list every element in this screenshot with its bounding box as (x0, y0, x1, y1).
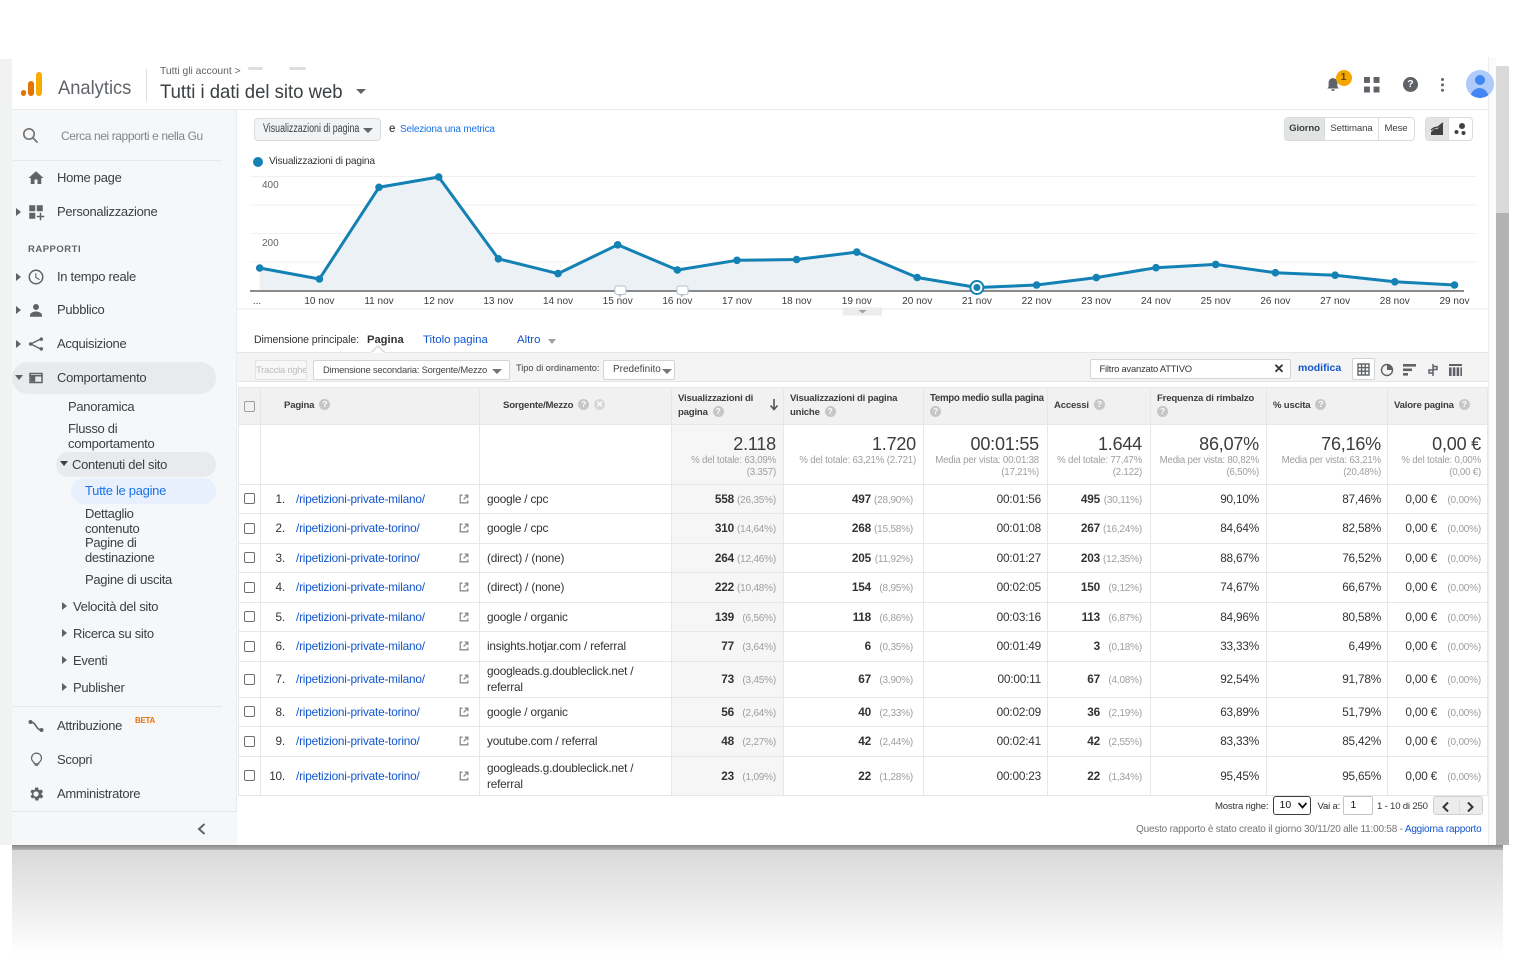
svg-text:14 nov: 14 nov (543, 296, 573, 307)
svg-text:26 nov: 26 nov (1260, 296, 1290, 307)
svg-text:23 nov: 23 nov (1081, 296, 1111, 307)
svg-text:...: ... (253, 296, 261, 307)
svg-text:20 nov: 20 nov (902, 296, 932, 307)
svg-text:29 nov: 29 nov (1439, 296, 1469, 307)
svg-text:13 nov: 13 nov (483, 296, 513, 307)
svg-text:27 nov: 27 nov (1320, 296, 1350, 307)
svg-text:22 nov: 22 nov (1022, 296, 1052, 307)
svg-text:200: 200 (262, 238, 279, 249)
svg-text:12 nov: 12 nov (424, 296, 454, 307)
svg-text:10 nov: 10 nov (304, 296, 334, 307)
svg-text:400: 400 (262, 180, 279, 191)
svg-text:16 nov: 16 nov (662, 296, 692, 307)
svg-text:21 nov: 21 nov (962, 296, 992, 307)
svg-text:24 nov: 24 nov (1141, 296, 1171, 307)
svg-text:11 nov: 11 nov (364, 296, 393, 307)
svg-text:28 nov: 28 nov (1380, 296, 1410, 307)
svg-text:18 nov: 18 nov (782, 296, 812, 307)
svg-text:15 nov: 15 nov (603, 296, 633, 307)
svg-text:17 nov: 17 nov (722, 296, 752, 307)
svg-text:25 nov: 25 nov (1201, 296, 1231, 307)
svg-text:19 nov: 19 nov (842, 296, 872, 307)
